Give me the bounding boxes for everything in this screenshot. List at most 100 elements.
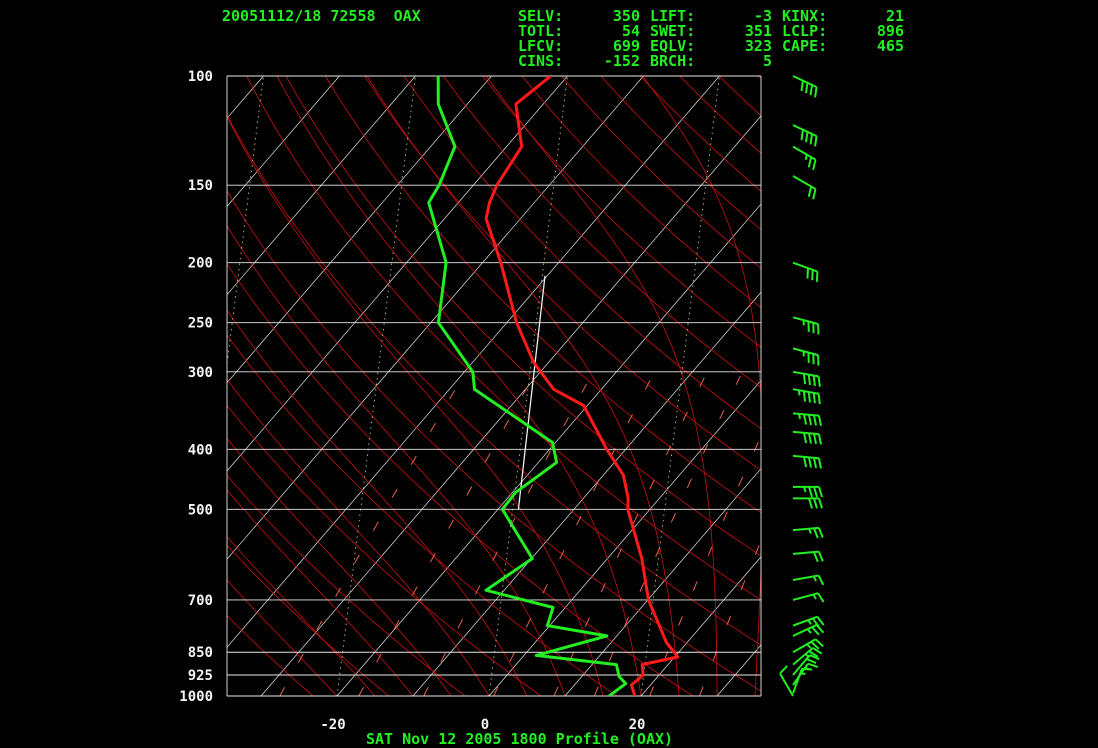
wind-barb-flag (812, 159, 817, 171)
parcel-path-line (517, 275, 546, 510)
moist-adiabat-line (276, 76, 642, 696)
dry-adiabat-line (227, 114, 761, 646)
dry-adiabat-line (227, 404, 542, 696)
guide-dotted-line (793, 76, 871, 696)
wind-barb-flag (812, 188, 817, 200)
wind-barb-flag (807, 391, 811, 403)
wind-barb-staff (792, 388, 819, 395)
pressure-tick-label: 850 (188, 645, 213, 661)
wind-barb-flag (812, 433, 818, 445)
wind-barb-staff (792, 624, 817, 637)
wind-barb-half-flag (806, 643, 812, 649)
wind-barb-half-flag (806, 628, 812, 634)
wind-barb-flag (807, 156, 813, 168)
wind-barb-flag (808, 486, 813, 498)
wind-barb-flag (811, 626, 820, 636)
isotherm-line (716, 644, 761, 696)
axis-labels: 100 150 200 250 300 400 500 700 850 925 1000 -20 0 20 (179, 69, 645, 733)
temperature-tick-label: 20 (629, 717, 646, 733)
wind-barb (792, 550, 824, 563)
wind-barb-half-flag (812, 575, 817, 582)
wind-barb-half-flag (807, 619, 812, 625)
wind-barb (792, 316, 820, 335)
wind-barb-flag (800, 129, 804, 141)
index-value-selv: 350 (612, 7, 640, 25)
wind-barb (792, 124, 818, 147)
wind-barb-flag (812, 647, 823, 655)
dry-adiabat-line (324, 76, 761, 514)
wind-barb-flag (811, 269, 814, 281)
wind-barb-flag (813, 486, 818, 498)
wind-barb-flag (809, 654, 820, 661)
pressure-tick-label: 250 (188, 316, 213, 332)
pressure-tick-label: 300 (188, 365, 213, 381)
mixing-ratio-line (593, 371, 743, 696)
wind-barb-staff (792, 75, 817, 88)
isotherm-line (869, 76, 1098, 696)
wind-barb-flag (815, 624, 825, 634)
dry-adiabat-line (227, 615, 314, 696)
wind-barb-flag (802, 373, 807, 385)
background-lines (0, 76, 1098, 709)
wind-barb-flag (801, 667, 813, 671)
wind-barb (793, 485, 823, 498)
wind-barb-flag (812, 457, 818, 469)
mixing-ratio-line (358, 371, 537, 696)
index-name-lfcv: LFCV: (518, 37, 564, 55)
dry-adiabat-line (798, 76, 1098, 709)
wind-barb (792, 592, 825, 603)
wind-barb-flag (807, 433, 813, 444)
isotherm-line (336, 203, 761, 696)
wind-barb-staff (792, 145, 817, 161)
moist-adiabat-line (642, 76, 761, 696)
wind-barb-flag (812, 414, 818, 426)
wind-barb (792, 175, 817, 200)
isotherm-line (260, 115, 761, 696)
wind-barb-flag (805, 82, 809, 94)
pressure-tick-label: 925 (188, 668, 213, 684)
isotherm-line (0, 76, 111, 696)
dry-adiabat-line (718, 76, 761, 117)
index-name-cape: CAPE: (782, 37, 828, 55)
dry-adiabat-line (443, 76, 761, 389)
index-name-eqlv: EQLV: (650, 37, 696, 55)
index-value-totl: 54 (621, 22, 640, 40)
dry-adiabat-line (837, 76, 1098, 709)
moist-adiabat-line (227, 579, 338, 696)
wind-barb-flag (779, 665, 788, 675)
wind-barb (792, 261, 819, 283)
wind-barb-flag (813, 498, 818, 509)
index-name-lclp: LCLP: (782, 22, 828, 40)
wind-barb (792, 347, 820, 366)
isotherm-line (227, 76, 492, 384)
dry-adiabat-line (639, 76, 761, 192)
isotherm-line (0, 76, 35, 696)
wind-barb (792, 624, 825, 637)
dry-adiabat-line (600, 76, 761, 231)
index-name-totl: TOTL: (518, 22, 564, 40)
temperature-tick-label: -20 (320, 717, 345, 733)
wind-barb-staff (792, 175, 817, 190)
isotherm-line (640, 556, 761, 696)
dry-adiabat-line (227, 334, 618, 696)
index-value-lift: -3 (753, 7, 772, 25)
wind-barb-half-flag (797, 413, 802, 420)
wind-barb-staff (792, 124, 817, 137)
wind-barb (779, 665, 794, 697)
wind-barb-half-flag (804, 154, 808, 160)
wind-barb-flag (807, 186, 813, 197)
wind-barb (792, 615, 825, 628)
index-value-swet: 351 (744, 22, 772, 40)
pressure-tick-label: 700 (188, 593, 213, 609)
wind-barb-half-flag (797, 390, 801, 396)
wind-barb (792, 638, 824, 654)
wind-barb-flag (817, 575, 825, 586)
isobars (226, 75, 762, 697)
moist-adiabat-line (227, 437, 452, 696)
wind-barb (792, 430, 822, 445)
wind-barb-staff (792, 347, 819, 357)
wind-barb-staff (792, 261, 818, 273)
isotherm-line (564, 468, 761, 696)
wind-barb-flag (809, 84, 814, 96)
